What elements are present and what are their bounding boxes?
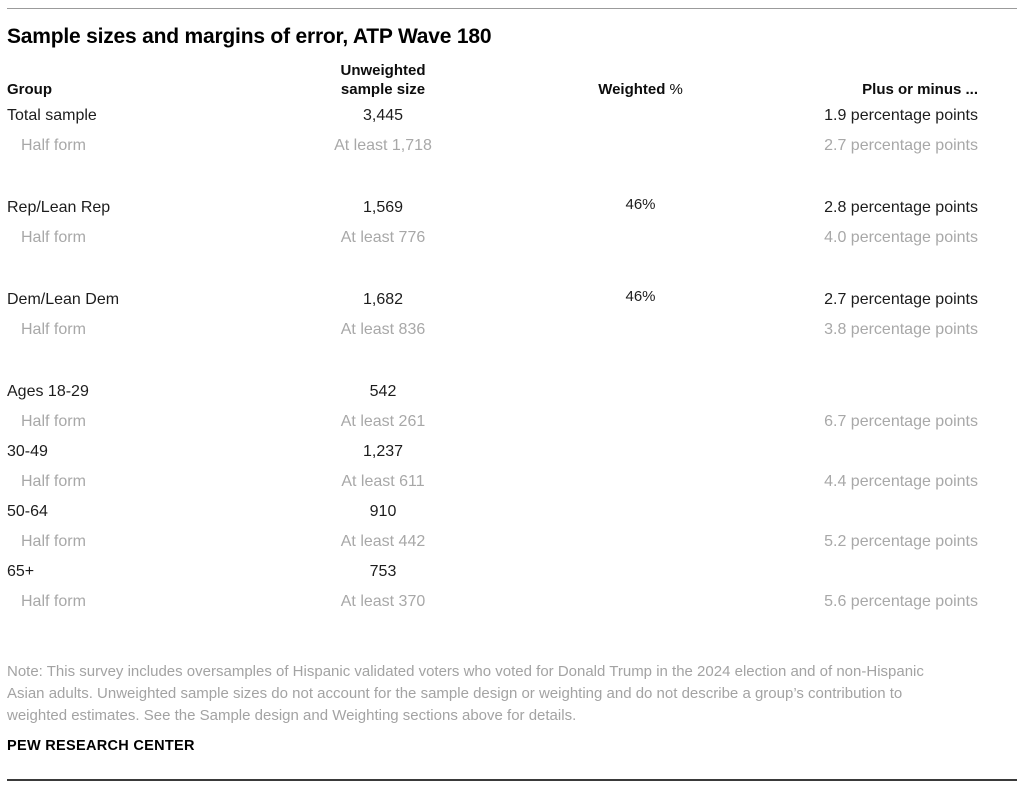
table-row: Half form At least 370 5.6 percentage poin… (7, 587, 978, 617)
group-cell: Total sample (7, 107, 97, 124)
margin-cell: 5.6 percentage points (824, 593, 978, 610)
sample-size-cell: At least 442 (340, 533, 426, 550)
margin-cell: 2.8 percentage points (824, 199, 978, 216)
table-row: 50-64 910 (7, 497, 978, 527)
table-row: Rep/Lean Rep 1,569 46% 2.8 percentage point… (7, 193, 978, 223)
margin-cell: 2.7 percentage points (824, 137, 978, 154)
sample-size-cell: At least 776 (340, 229, 426, 246)
group-cell: Half form (21, 137, 86, 154)
figure-title: Sample sizes and margins of error, ATP W… (7, 25, 492, 48)
margin-cell: 2.7 percentage points (824, 291, 978, 308)
margin-cell: 5.2 percentage points (824, 533, 978, 550)
table-row: Half form At least 261 6.7 percentage poin… (7, 407, 978, 437)
sample-size-cell: At least 261 (340, 413, 426, 430)
source-brand: PEW RESEARCH CENTER (7, 738, 195, 754)
table-row: 65+ 753 (7, 557, 978, 587)
note-line-1: Note: This survey includes oversamples o… (7, 663, 924, 680)
table-row: Half form At least 611 4.4 percentage poin… (7, 467, 978, 497)
table-row: 30-49 1,237 (7, 437, 978, 467)
group-cell: 65+ (7, 563, 35, 580)
margin-cell: 4.0 percentage points (824, 229, 978, 246)
header-weighted-label: Weighted (598, 81, 666, 98)
sample-size-cell: At least 1,718 (334, 137, 432, 154)
group-cell: Half form (21, 229, 86, 246)
section-spacer (7, 345, 978, 377)
note: Note: This survey includes oversamples o… (7, 661, 1012, 727)
header-unweighted-sample-size: Unweighted sample size (283, 61, 483, 99)
weighted-pct-cell: 46% (625, 195, 656, 213)
group-cell: 30-49 (7, 443, 48, 460)
sample-size-cell: 1,682 (362, 291, 404, 308)
sample-size-cell: At least 611 (341, 473, 425, 490)
table-row: Half form At least 776 4.0 percentage poin… (7, 223, 978, 253)
sample-size-cell: 1,569 (362, 199, 404, 216)
sample-size-cell: 1,237 (362, 443, 404, 460)
header-weighted-pct: Weighted% (483, 80, 798, 99)
header-unweighted-line2: sample size (340, 81, 426, 98)
sample-size-cell: 753 (369, 563, 397, 580)
top-rule (7, 8, 1017, 9)
group-cell: Half form (21, 413, 86, 430)
group-cell: Ages 18-29 (7, 383, 89, 400)
sample-size-cell: 542 (369, 383, 397, 400)
sample-size-cell: At least 370 (340, 593, 426, 610)
sample-size-cell: 3,445 (362, 107, 404, 124)
header-percent-sign: % (669, 81, 683, 98)
group-cell: Half form (21, 533, 86, 550)
table-row: Half form At least 1,718 2.7 percentage po… (7, 131, 978, 161)
group-cell: Dem/Lean Dem (7, 291, 120, 308)
section-spacer (7, 253, 978, 285)
table-row: Dem/Lean Dem 1,682 46% 2.7 percentage point… (7, 285, 978, 315)
group-cell: 50-64 (7, 503, 48, 520)
table-row: Half form At least 442 5.2 percentage poin… (7, 527, 978, 557)
section-spacer (7, 161, 978, 193)
weighted-pct-cell: 46% (625, 287, 656, 305)
note-line-2: Asian adults. Unweighted sample sizes do… (7, 685, 903, 702)
header-unweighted-line1: Unweighted (340, 62, 426, 79)
margin-cell: 1.9 percentage points (824, 107, 978, 124)
margin-cell: 4.4 percentage points (824, 473, 978, 490)
header-group: Group (7, 81, 52, 98)
note-line-3: weighted estimates. See the Sample desig… (7, 707, 577, 724)
table-rows: Total sample 3,445 1.9 percentage points Ha… (7, 101, 978, 617)
group-cell: Rep/Lean Rep (7, 199, 111, 216)
table-row: Total sample 3,445 1.9 percentage points (7, 101, 978, 131)
sample-size-cell: At least 836 (340, 321, 426, 338)
header-plus-or-minus: Plus or minus ... (862, 81, 978, 98)
table-row: Ages 18-29 542 (7, 377, 978, 407)
table-header: Group Unweighted sample size Weighted% P… (7, 58, 978, 99)
sample-size-cell: 910 (369, 503, 397, 520)
group-cell: Half form (21, 473, 86, 490)
group-cell: Half form (21, 593, 86, 610)
group-cell: Half form (21, 321, 86, 338)
margin-cell: 3.8 percentage points (824, 321, 978, 338)
table-row: Half form At least 836 3.8 percentage poin… (7, 315, 978, 345)
bottom-rule (7, 779, 1017, 781)
margin-cell: 6.7 percentage points (824, 413, 978, 430)
